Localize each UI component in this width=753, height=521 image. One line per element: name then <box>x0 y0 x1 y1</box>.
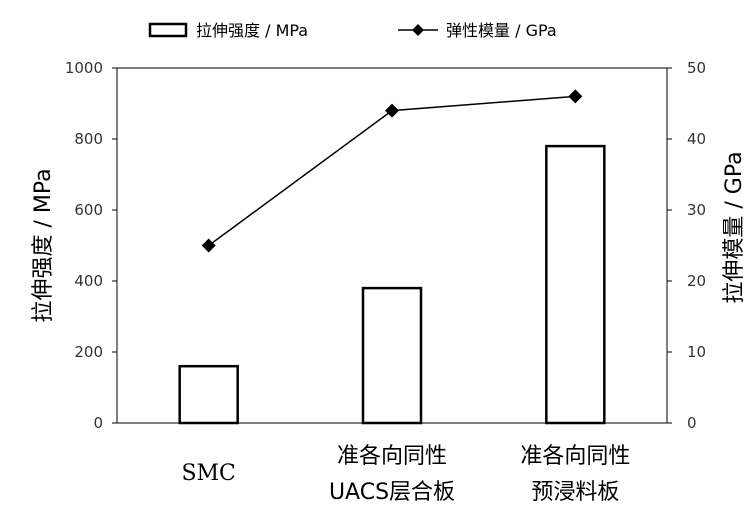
right-axis-title: 拉伸模量 / GPa <box>722 151 747 303</box>
legend-bar-label: 拉伸强度 / MPa <box>196 21 308 40</box>
left-tick-label: 200 <box>74 343 103 361</box>
legend-bar-swatch <box>148 22 188 38</box>
bar <box>178 364 239 425</box>
legend-diamond-marker <box>412 24 424 36</box>
right-tick-label: 10 <box>687 343 706 361</box>
left-tick-label: 600 <box>74 201 103 219</box>
left-tick-label: 0 <box>93 414 103 432</box>
left-axis-ticks: 0 200 400 600 800 1000 <box>65 59 117 432</box>
category-label: 准各向同性 <box>337 444 447 469</box>
category-label: 预浸料板 <box>531 480 619 505</box>
bar <box>545 144 606 425</box>
left-tick-label: 400 <box>74 272 103 290</box>
line-point <box>385 103 399 118</box>
left-axis-title: 拉伸强度 / MPa <box>31 168 56 322</box>
legend: 拉伸强度 / MPa 弹性模量 / GPa <box>148 21 557 40</box>
legend-line-label: 弹性模量 / GPa <box>446 21 557 40</box>
line-series <box>201 89 583 253</box>
line-point <box>201 238 216 253</box>
line-point <box>568 89 583 104</box>
right-tick-label: 40 <box>687 130 706 148</box>
left-tick-label: 1000 <box>65 59 103 77</box>
category-label: UACS层合板 <box>329 480 455 505</box>
right-tick-label: 30 <box>687 201 706 219</box>
right-tick-label: 20 <box>687 272 706 290</box>
category-label: 准各向同性 <box>520 444 630 469</box>
bar <box>361 286 423 425</box>
right-tick-label: 0 <box>687 414 697 432</box>
series-line <box>208 95 576 247</box>
right-axis-ticks: 0 10 20 30 40 50 <box>667 59 706 432</box>
category-label: SMC <box>181 461 235 486</box>
left-tick-label: 800 <box>74 130 103 148</box>
bar-series <box>178 144 606 425</box>
right-tick-label: 50 <box>687 59 706 77</box>
